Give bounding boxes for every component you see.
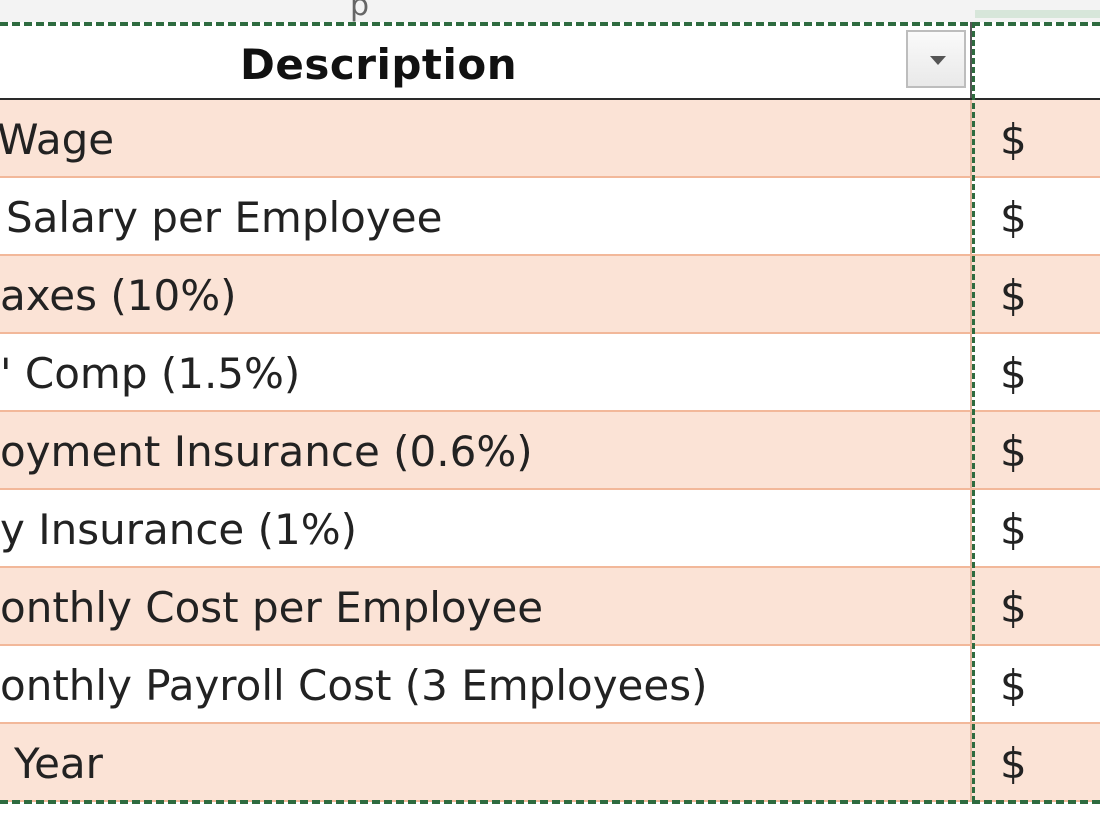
filter-dropdown-icon [930, 56, 946, 65]
table-row: axes (10%) $ [0, 256, 1100, 334]
description-text: y Insurance (1%) [0, 505, 358, 554]
amount-cell[interactable]: $ [972, 724, 1100, 800]
copy-selection-border-top [0, 22, 1100, 26]
currency-symbol: $ [1000, 583, 1027, 632]
amount-cell[interactable]: $ [972, 646, 1100, 722]
table-header-row: Description [0, 22, 1100, 100]
description-cell[interactable]: axes (10%) [0, 256, 972, 332]
table-row: Year $ [0, 724, 1100, 802]
amount-cell[interactable]: $ [972, 334, 1100, 410]
currency-symbol: $ [1000, 739, 1027, 788]
description-cell[interactable]: oyment Insurance (0.6%) [0, 412, 972, 488]
amount-cell[interactable]: $ [972, 100, 1100, 176]
payroll-table: Description Wage $ Salary per Employee $… [0, 22, 1100, 802]
description-text: onthly Payroll Cost (3 Employees) [0, 661, 708, 710]
description-cell[interactable]: ' Comp (1.5%) [0, 334, 972, 410]
copy-selection-border-bottom [0, 800, 1100, 804]
description-text: onthly Cost per Employee [0, 583, 544, 632]
amount-cell[interactable]: $ [972, 490, 1100, 566]
description-cell[interactable]: Wage [0, 100, 972, 176]
description-cell[interactable]: onthly Payroll Cost (3 Employees) [0, 646, 972, 722]
description-cell[interactable]: y Insurance (1%) [0, 490, 972, 566]
filter-dropdown-button[interactable] [906, 30, 966, 88]
copy-selection-border-right [972, 22, 975, 802]
table-row: oyment Insurance (0.6%) $ [0, 412, 1100, 490]
description-text: Year [14, 739, 103, 788]
description-cell[interactable]: onthly Cost per Employee [0, 568, 972, 644]
currency-symbol: $ [1000, 115, 1027, 164]
table-row: Salary per Employee $ [0, 178, 1100, 256]
description-cell[interactable]: Salary per Employee [0, 178, 972, 254]
currency-symbol: $ [1000, 661, 1027, 710]
description-text: Wage [0, 115, 115, 164]
currency-symbol: $ [1000, 427, 1027, 476]
table-row: Wage $ [0, 100, 1100, 178]
table-row: onthly Cost per Employee $ [0, 568, 1100, 646]
amount-cell[interactable]: $ [972, 178, 1100, 254]
currency-symbol: $ [1000, 271, 1027, 320]
cell-above-table[interactable]: p [0, 0, 1100, 23]
table-row: y Insurance (1%) $ [0, 490, 1100, 568]
description-text: Salary per Employee [6, 193, 443, 242]
description-header-cell[interactable]: Description [0, 22, 972, 98]
currency-symbol: $ [1000, 349, 1027, 398]
description-text: ' Comp (1.5%) [0, 349, 301, 398]
active-cell-edge [975, 10, 1100, 18]
description-header-label: Description [240, 40, 518, 89]
amount-header-cell[interactable] [972, 22, 1100, 98]
description-cell[interactable]: Year [0, 724, 972, 800]
description-text: oyment Insurance (0.6%) [0, 427, 533, 476]
currency-symbol: $ [1000, 193, 1027, 242]
amount-cell[interactable]: $ [972, 568, 1100, 644]
table-row: ' Comp (1.5%) $ [0, 334, 1100, 412]
amount-cell[interactable]: $ [972, 412, 1100, 488]
clipped-text: p [350, 0, 370, 23]
amount-cell[interactable]: $ [972, 256, 1100, 332]
table-row: onthly Payroll Cost (3 Employees) $ [0, 646, 1100, 724]
description-text: axes (10%) [0, 271, 237, 320]
currency-symbol: $ [1000, 505, 1027, 554]
